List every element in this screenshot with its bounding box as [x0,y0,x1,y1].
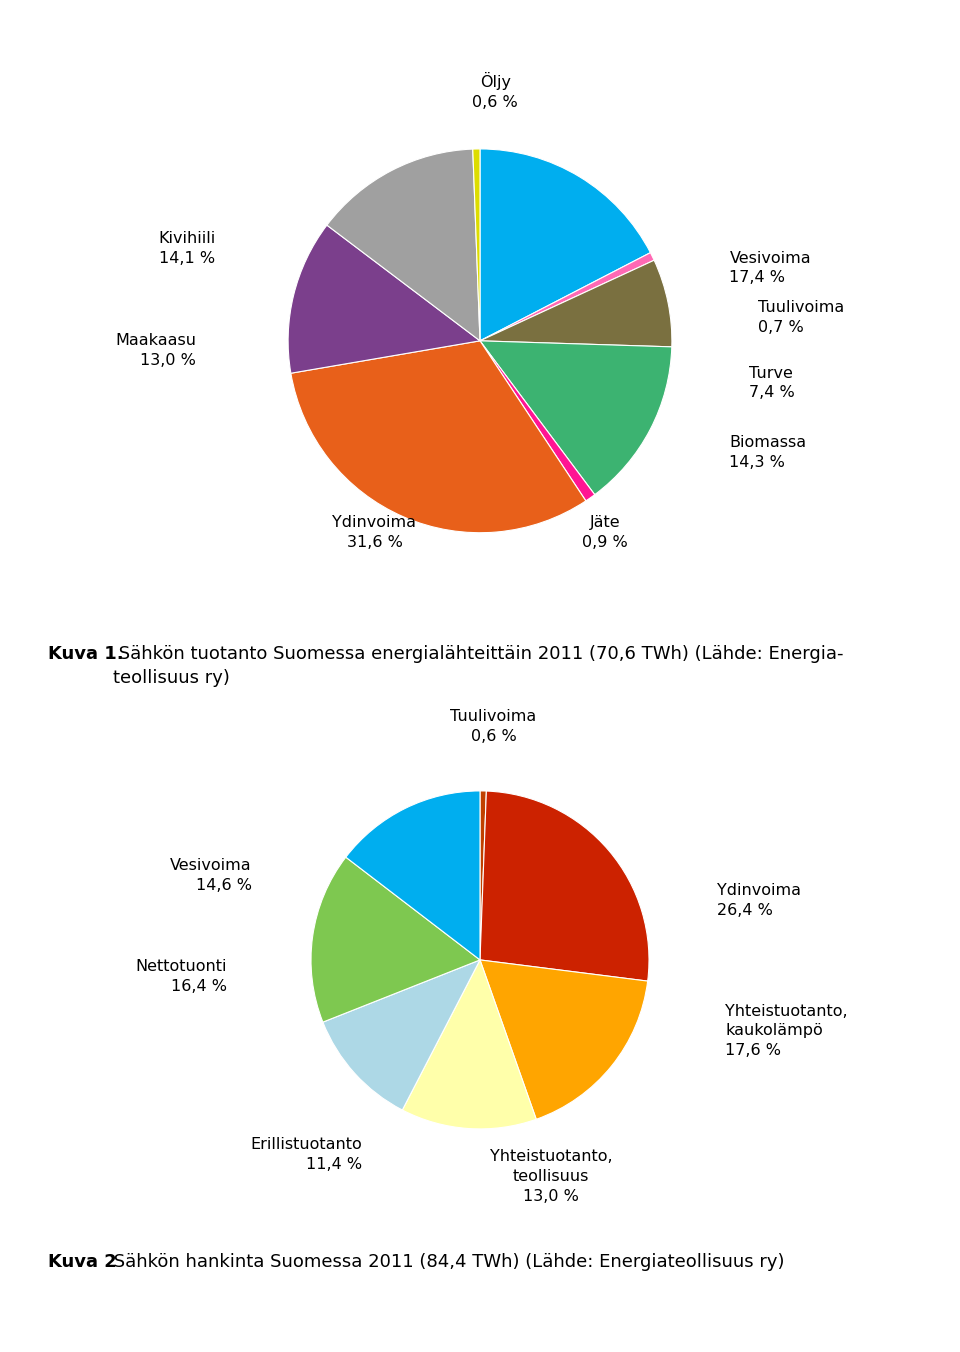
Wedge shape [291,341,586,533]
Wedge shape [480,960,648,1119]
Text: Jäte
0,9 %: Jäte 0,9 % [582,515,628,550]
Text: Biomassa
14,3 %: Biomassa 14,3 % [730,435,806,469]
Wedge shape [327,149,480,341]
Wedge shape [311,857,480,1022]
Wedge shape [480,791,487,960]
Text: Öljy
0,6 %: Öljy 0,6 % [472,73,518,111]
Text: Turve
7,4 %: Turve 7,4 % [749,365,795,400]
Wedge shape [480,253,654,341]
Text: Ydinvoima
26,4 %: Ydinvoima 26,4 % [716,883,801,918]
Text: Tuulivoima
0,6 %: Tuulivoima 0,6 % [450,710,537,744]
Text: Vesivoima
17,4 %: Vesivoima 17,4 % [730,250,811,285]
Wedge shape [480,791,649,982]
Wedge shape [480,260,672,347]
Text: Kuva 2: Kuva 2 [48,1253,117,1271]
Wedge shape [288,226,480,373]
Text: Sähkön hankinta Suomessa 2011 (84,4 TWh) (Lähde: Energiateollisuus ry): Sähkön hankinta Suomessa 2011 (84,4 TWh)… [108,1253,785,1271]
Wedge shape [346,791,480,960]
Wedge shape [402,960,537,1129]
Text: Sähkön tuotanto Suomessa energialähteittäin 2011 (70,6 TWh) (Lähde: Energia-
teo: Sähkön tuotanto Suomessa energialähteitt… [113,645,844,687]
Text: Maakaasu
13,0 %: Maakaasu 13,0 % [115,333,196,368]
Text: Kivihiili
14,1 %: Kivihiili 14,1 % [158,231,215,266]
Text: Vesivoima
14,6 %: Vesivoima 14,6 % [170,859,252,892]
Wedge shape [480,341,672,495]
Text: Nettotuonti
16,4 %: Nettotuonti 16,4 % [135,960,227,994]
Wedge shape [480,341,595,500]
Text: Ydinvoima
31,6 %: Ydinvoima 31,6 % [332,515,417,550]
Wedge shape [480,149,651,341]
Text: Erillistuotanto
11,4 %: Erillistuotanto 11,4 % [250,1137,362,1172]
Text: Yhteistuotanto,
kaukolämpö
17,6 %: Yhteistuotanto, kaukolämpö 17,6 % [725,1003,848,1059]
Text: Kuva 1.: Kuva 1. [48,645,124,662]
Text: Tuulivoima
0,7 %: Tuulivoima 0,7 % [758,300,845,335]
Wedge shape [323,960,480,1110]
Wedge shape [472,149,480,341]
Text: Yhteistuotanto,
teollisuus
13,0 %: Yhteistuotanto, teollisuus 13,0 % [490,1149,612,1203]
